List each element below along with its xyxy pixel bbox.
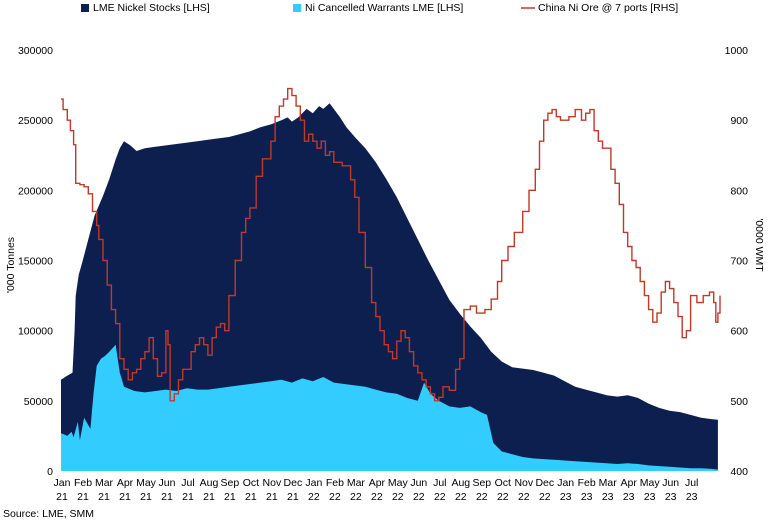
- x-tick-month: May: [388, 477, 409, 489]
- x-tick-year: 23: [581, 491, 593, 503]
- left-tick-label: 200000: [18, 185, 53, 197]
- left-tick-label: 50000: [24, 396, 53, 408]
- left-tick-label: 150000: [18, 256, 53, 268]
- x-tick-month: Feb: [578, 477, 596, 489]
- legend-label-ni-cancelled-warrants: Ni Cancelled Warrants LME [LHS]: [305, 2, 463, 14]
- x-tick-month: Jul: [181, 477, 194, 489]
- plot-area: [61, 87, 721, 472]
- x-tick-year: 22: [329, 491, 341, 503]
- x-tick-year: 23: [665, 491, 677, 503]
- right-axis: 400 500 600 700 800 900 1000: [725, 45, 749, 478]
- x-tick-year: 22: [413, 491, 425, 503]
- x-tick-year: 21: [77, 491, 89, 503]
- legend-item-china-ni-ore: China Ni Ore @ 7 ports [RHS]: [521, 2, 678, 14]
- x-tick-year: 21: [161, 491, 173, 503]
- x-tick-year: 21: [266, 491, 278, 503]
- right-tick-label: 700: [730, 256, 748, 268]
- legend-item-lme-nickel-stocks: LME Nickel Stocks [LHS]: [81, 2, 210, 14]
- x-tick-month: Apr: [117, 477, 134, 489]
- x-tick-month: Jan: [557, 477, 574, 489]
- x-tick-year: 22: [476, 491, 488, 503]
- x-tick-month: Jun: [159, 477, 176, 489]
- x-tick-month: Apr: [621, 477, 638, 489]
- x-tick-month: Oct: [495, 477, 511, 489]
- x-tick-year: 22: [392, 491, 404, 503]
- x-tick-year: 21: [182, 491, 194, 503]
- x-axis: Jan 21 Feb 21 Mar 21 Apr 21 May 21 Jun 21 Jul 21 Aug 21…: [54, 477, 699, 503]
- x-tick-year: 22: [455, 491, 467, 503]
- x-tick-year: 22: [539, 491, 551, 503]
- x-tick-month: Jul: [433, 477, 446, 489]
- x-tick-year: 22: [308, 491, 320, 503]
- legend-swatch-lme-nickel-stocks: [81, 4, 89, 12]
- legend: LME Nickel Stocks [LHS] Ni Cancelled War…: [81, 2, 678, 14]
- x-tick-month: Nov: [263, 477, 282, 489]
- left-tick-label: 0: [47, 466, 53, 478]
- x-tick-year: 21: [203, 491, 215, 503]
- x-tick-year: 21: [56, 491, 68, 503]
- x-tick-month: Sep: [221, 477, 240, 489]
- x-tick-month: Nov: [514, 477, 533, 489]
- x-tick-month: Aug: [200, 477, 219, 489]
- series-china-ni-ore-line: [61, 87, 721, 402]
- legend-swatch-ni-cancelled-warrants: [293, 4, 301, 12]
- x-tick-month: Feb: [74, 477, 92, 489]
- x-tick-year: 21: [245, 491, 257, 503]
- x-tick-year: 23: [623, 491, 635, 503]
- x-tick-month: Dec: [284, 477, 303, 489]
- right-tick-label: 500: [730, 396, 748, 408]
- series-ni-cancelled-warrants-area: [61, 344, 718, 471]
- x-tick-month: Jan: [54, 477, 71, 489]
- x-tick-year: 22: [518, 491, 530, 503]
- x-tick-month: Feb: [326, 477, 344, 489]
- right-tick-label: 600: [730, 326, 748, 338]
- left-axis: 0 50000 100000 150000 200000 250000 300000: [18, 45, 53, 478]
- x-tick-month: Mar: [599, 477, 618, 489]
- x-tick-month: Sep: [472, 477, 491, 489]
- x-tick-month: Dec: [535, 477, 554, 489]
- x-tick-year: 22: [497, 491, 509, 503]
- legend-label-lme-nickel-stocks: LME Nickel Stocks [LHS]: [93, 2, 210, 14]
- x-tick-month: Jun: [410, 477, 427, 489]
- x-tick-month: Mar: [347, 477, 366, 489]
- x-tick-month: Apr: [369, 477, 386, 489]
- source-note: Source: LME, SMM: [3, 508, 94, 520]
- x-tick-year: 23: [644, 491, 656, 503]
- x-tick-year: 23: [602, 491, 614, 503]
- x-tick-month: Oct: [243, 477, 259, 489]
- x-tick-year: 21: [98, 491, 110, 503]
- x-tick-month: Jul: [685, 477, 698, 489]
- x-tick-month: Mar: [95, 477, 114, 489]
- right-tick-label: 900: [730, 115, 748, 127]
- left-tick-label: 300000: [18, 45, 53, 57]
- x-tick-year: 21: [140, 491, 152, 503]
- x-tick-month: May: [136, 477, 157, 489]
- right-tick-label: 800: [730, 185, 748, 197]
- x-tick-month: Jan: [305, 477, 322, 489]
- x-tick-year: 21: [224, 491, 236, 503]
- left-axis-title: '000 Tonnes: [5, 237, 17, 293]
- right-tick-label: 400: [730, 466, 748, 478]
- series-lme-nickel-stocks-area: [61, 103, 718, 472]
- x-tick-year: 22: [371, 491, 383, 503]
- right-axis-title: '0000 WMT: [753, 218, 765, 272]
- x-tick-year: 22: [350, 491, 362, 503]
- x-tick-month: May: [640, 477, 661, 489]
- x-tick-month: Jun: [662, 477, 679, 489]
- right-tick-label: 1000: [725, 45, 749, 57]
- left-tick-label: 100000: [18, 326, 53, 338]
- x-tick-year: 23: [560, 491, 572, 503]
- x-tick-year: 22: [434, 491, 446, 503]
- x-tick-year: 21: [287, 491, 299, 503]
- x-tick-year: 21: [119, 491, 131, 503]
- legend-label-china-ni-ore: China Ni Ore @ 7 ports [RHS]: [538, 2, 678, 14]
- x-tick-year: 23: [686, 491, 698, 503]
- left-tick-label: 250000: [18, 115, 53, 127]
- x-tick-month: Aug: [451, 477, 470, 489]
- legend-item-ni-cancelled-warrants: Ni Cancelled Warrants LME [LHS]: [293, 2, 463, 14]
